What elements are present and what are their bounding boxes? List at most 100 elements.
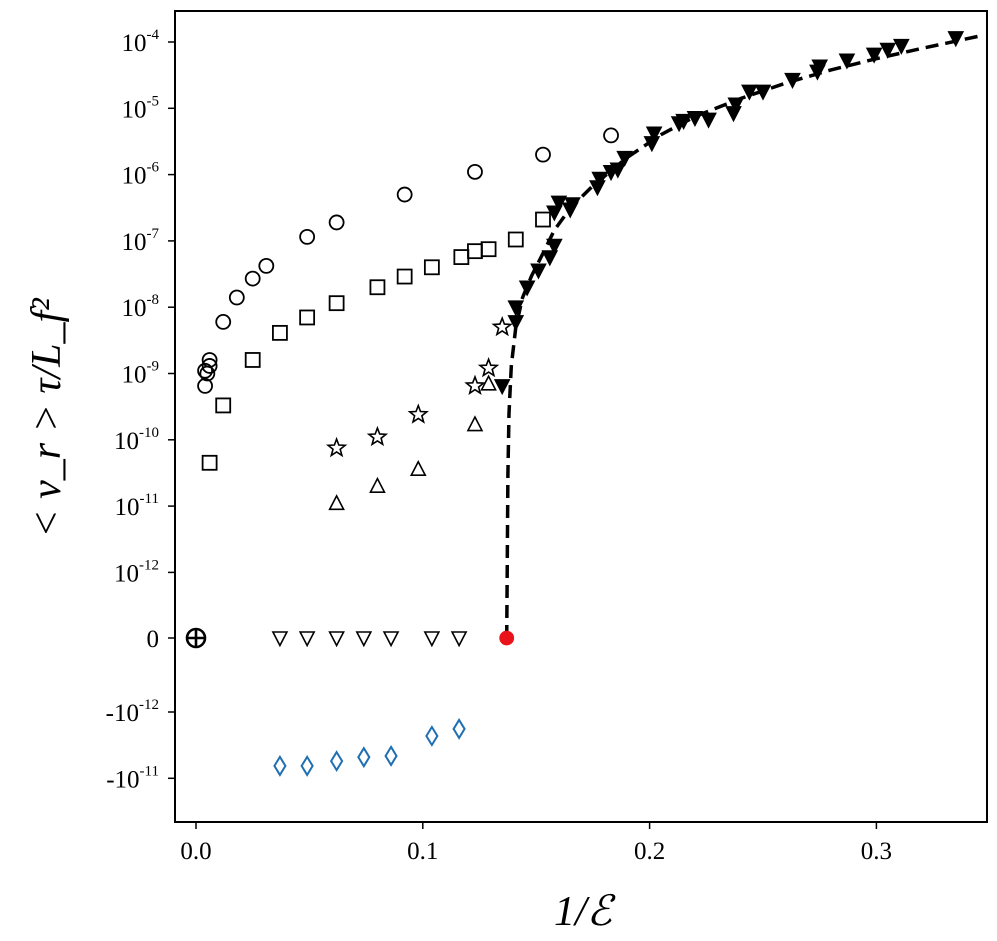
triangles-down-open-point-4 — [382, 631, 400, 648]
circles-point-5 — [215, 314, 232, 330]
squares-point-11 — [480, 241, 497, 258]
squares-point-10 — [467, 243, 483, 260]
squares-point-4 — [299, 309, 316, 326]
fit-curve-dashed — [504, 34, 979, 639]
squares-point-2 — [244, 352, 261, 368]
x-tick-label-2: 0.2 — [634, 838, 665, 865]
stars-point-2 — [407, 403, 429, 424]
triangles-down-open-point-5 — [423, 631, 441, 648]
circles-point-1 — [197, 362, 213, 379]
triangles-down-filled-point-25 — [754, 84, 772, 101]
stars-point-5 — [491, 315, 513, 337]
x-axis-ticks: 0.0 0.1 0.2 0.3 — [180, 822, 892, 865]
diamonds-point-5 — [425, 725, 439, 747]
circles-point-11 — [396, 186, 413, 203]
triangles-up-point-4 — [480, 374, 497, 391]
diamonds-point-6 — [452, 718, 466, 740]
circles-point-9 — [299, 228, 316, 245]
circles-point-4 — [201, 352, 218, 368]
critical-point-point-0 — [499, 630, 515, 646]
triangles-down-filled-point-1 — [507, 315, 525, 332]
triangles-down-filled-point-23 — [727, 97, 745, 114]
triangles-up-point-3 — [466, 415, 484, 432]
plot-frame — [174, 10, 988, 823]
triangles-down-filled-point-33 — [947, 31, 965, 48]
y-tick-label-10: -10-12 — [106, 697, 159, 727]
diamonds-point-4 — [384, 745, 398, 767]
triangles-down-filled-point-10 — [564, 197, 581, 214]
triangles-down-open-point-3 — [355, 631, 373, 648]
stars-point-0 — [325, 436, 348, 458]
diamonds-point-3 — [357, 746, 371, 769]
triangles-down-filled-point-17 — [645, 126, 663, 143]
squares-point-1 — [215, 397, 232, 414]
y-tick-label-3: 10-7 — [122, 226, 160, 256]
stars-point-3 — [464, 374, 486, 396]
y-axis-ticks: 10-4 10-5 10-6 10-7 10-8 10-9 10-10 10-11 10-12 0… — [106, 27, 175, 793]
circles-point-14 — [603, 127, 619, 144]
triangles-up-point-0 — [328, 494, 345, 511]
triangles-down-open-point-1 — [298, 631, 316, 648]
circles-point-7 — [244, 270, 261, 287]
triangles-down-filled-point-15 — [616, 150, 633, 167]
triangles-down-filled-point-32 — [893, 38, 910, 55]
x-tick-label-0: 0.0 — [180, 838, 211, 865]
triangles-down-filled-point-12 — [591, 171, 609, 188]
stars-point-1 — [366, 425, 389, 447]
triangles-down-filled-point-6 — [546, 238, 563, 255]
y-tick-label-9: 0 — [147, 626, 160, 653]
circles-point-8 — [258, 257, 275, 274]
triangles-down-filled-point-21 — [700, 112, 717, 129]
squares-point-3 — [272, 324, 288, 341]
y-tick-label-8: 10-12 — [114, 557, 159, 587]
squares-point-12 — [507, 231, 524, 248]
triangles-down-filled-point-29 — [838, 53, 856, 70]
triangles-down-filled-point-0 — [493, 379, 511, 396]
data-points-layer — [185, 31, 965, 777]
y-tick-label-0: 10-4 — [122, 27, 160, 57]
circles-point-13 — [535, 146, 551, 163]
circles-point-0 — [197, 378, 213, 394]
x-axis-title: 1/ℰ — [554, 889, 617, 935]
circles-point-10 — [328, 214, 345, 231]
x-tick-label-3: 0.3 — [861, 838, 892, 865]
triangles-down-open-point-0 — [271, 631, 289, 648]
diamonds-point-1 — [300, 754, 314, 777]
triangles-down-filled-point-24 — [741, 84, 758, 101]
squares-point-7 — [396, 268, 413, 285]
triangles-down-filled-point-19 — [675, 113, 692, 130]
diamonds-point-0 — [273, 754, 287, 777]
triangles-down-filled-point-26 — [784, 72, 801, 89]
squares-point-0 — [201, 454, 218, 471]
triangles-down-filled-point-30 — [865, 47, 883, 64]
circles-point-6 — [228, 289, 245, 306]
stars-point-4 — [477, 357, 500, 378]
triangles-down-filled-point-2 — [507, 300, 525, 317]
y-tick-label-11: -10-11 — [106, 763, 159, 793]
y-tick-label-6: 10-10 — [114, 425, 159, 455]
y-tick-label-4: 10-8 — [122, 292, 160, 322]
diamonds-point-2 — [329, 750, 344, 773]
circled-plus-point-0 — [185, 627, 207, 649]
circles-point-3 — [201, 358, 218, 374]
squares-point-8 — [423, 259, 440, 276]
triangles-down-open-point-6 — [450, 631, 468, 648]
triangles-down-filled-point-20 — [686, 110, 704, 127]
triangles-down-filled-point-14 — [609, 162, 627, 179]
triangles-down-filled-point-5 — [541, 250, 559, 267]
squares-point-5 — [328, 295, 345, 312]
triangles-up-point-1 — [369, 476, 386, 493]
squares-point-13 — [535, 211, 551, 228]
fit-curve-layer — [504, 34, 979, 639]
triangles-down-filled-point-4 — [530, 263, 547, 280]
circles-point-12 — [467, 163, 483, 180]
triangles-up-point-2 — [409, 459, 427, 477]
triangles-down-filled-point-28 — [811, 59, 829, 76]
y-tick-label-7: 10-11 — [115, 491, 159, 521]
y-tick-label-1: 10-5 — [122, 93, 160, 123]
triangles-down-filled-point-3 — [518, 280, 536, 297]
x-tick-label-1: 0.1 — [407, 838, 438, 865]
squares-point-6 — [369, 279, 386, 296]
y-axis-title: < ν_r > τ/L_f² — [24, 297, 70, 538]
